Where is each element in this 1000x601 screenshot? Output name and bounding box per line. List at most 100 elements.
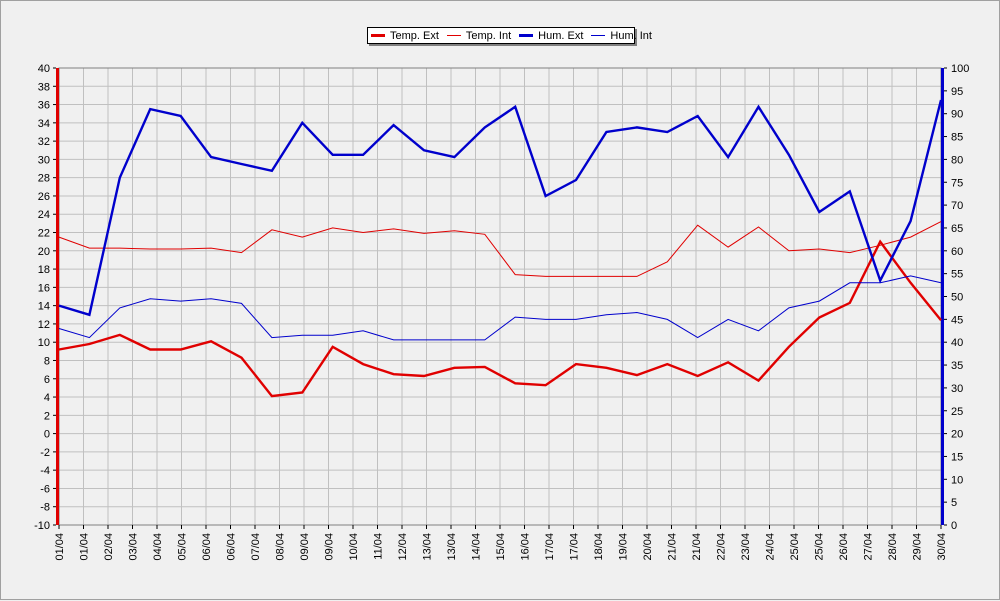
legend-swatch-hum-int [591,35,606,36]
legend-item-temp-ext: Temp. Ext [371,30,439,42]
right-axis-bar [941,68,944,525]
right-axis-ticks: 0 5 10 15 20 25 30 35 40 45 50 55 60 65 70 75 80 85 90 95 10… [944,63,969,532]
right-tick-label: 40 [951,337,963,349]
left-tick-label: 20 [38,246,50,258]
x-tick-label: 26/04 [838,533,850,561]
x-tick-label: 01/04 [54,533,66,561]
right-tick-label: 5 [951,497,957,509]
left-tick-label: -6 [40,483,50,495]
x-tick-label: 05/04 [177,533,189,561]
right-tick-label: 0 [951,520,957,532]
left-tick-label: 6 [44,374,50,386]
x-tick-label: 21/04 [667,533,679,561]
series-lines [58,99,943,398]
right-tick-label: 20 [951,429,963,441]
right-tick-label: 70 [951,200,963,212]
x-tick-label: 17/04 [544,533,556,561]
left-tick-label: 10 [38,337,50,349]
x-tick-label: 14/04 [471,533,483,561]
right-tick-label: 15 [951,451,963,463]
x-tick-label: 06/04 [226,533,238,561]
x-tick-label: 09/04 [324,533,336,561]
legend-item-hum-int: Hum. Int [591,30,652,42]
series-line-temp-int [58,221,942,277]
x-tick-label: 06/04 [201,533,213,561]
x-tick-label: 13/04 [446,533,458,561]
right-tick-label: 90 [951,109,963,121]
right-tick-label: 85 [951,132,963,144]
x-tick-label: 11/04 [373,533,385,560]
legend-label-temp-int: Temp. Int [465,29,512,42]
left-tick-label: 28 [38,173,50,185]
x-tick-label: 28/04 [887,533,899,561]
x-tick-label: 16/04 [520,533,532,561]
x-tick-label: 22/04 [716,533,728,561]
right-tick-label: 45 [951,314,963,326]
left-tick-label: 8 [44,355,50,367]
legend-label-hum-int: Hum. Int [610,29,652,42]
legend-label-hum-ext: Hum. Ext [538,29,584,42]
right-tick-label: 100 [951,63,969,75]
legend-label-temp-ext: Temp. Ext [390,29,439,42]
legend-swatch-temp-ext [371,34,385,37]
x-tick-label: 08/04 [275,533,287,561]
left-tick-label: 34 [38,118,50,130]
left-tick-label: 16 [38,282,50,294]
right-tick-label: 80 [951,154,963,166]
x-tick-label: 23/04 [740,533,752,561]
x-tick-label: 15/04 [495,533,507,561]
left-tick-label: -2 [40,447,50,459]
right-tick-label: 95 [951,86,963,98]
right-tick-label: 60 [951,246,963,258]
x-tick-label: 17/04 [569,533,581,561]
left-tick-label: -4 [40,465,50,477]
x-tick-label: 10/04 [348,533,360,561]
left-tick-label: 22 [38,228,50,240]
left-axis-ticks: -10-8-6-4-202468101214161820222426283032… [34,63,56,532]
x-tick-label: 04/04 [152,533,164,561]
series-line-hum-int [58,275,942,341]
left-tick-label: 0 [44,429,50,441]
x-tick-label: 07/04 [250,533,262,561]
x-tick-label: 30/04 [936,533,948,561]
x-tick-label: 20/04 [642,533,654,561]
legend-item-hum-ext: Hum. Ext [519,30,583,42]
x-tick-label: 19/04 [618,533,630,561]
x-tick-label: 13/04 [422,533,434,561]
left-tick-label: 40 [38,63,50,75]
legend-swatch-temp-int [446,35,461,36]
x-tick-label: 03/04 [128,533,140,561]
axes [56,68,944,525]
x-tick-label: 01/04 [79,533,91,561]
x-tick-label: 25/04 [814,533,826,561]
x-tick-label: 24/04 [765,533,777,561]
left-tick-label: 4 [44,392,50,404]
left-tick-label: 36 [38,100,50,112]
chart-legend: Temp. Ext Temp. Int Hum. Ext Hum. Int [367,27,652,44]
x-tick-label: 02/04 [103,533,115,561]
legend-item-temp-int: Temp. Int [446,29,512,42]
right-tick-label: 65 [951,223,963,235]
left-tick-label: 26 [38,191,50,203]
right-tick-label: 30 [951,383,963,395]
left-tick-label: 30 [38,154,50,166]
x-axis-ticks: 01/04 01/04 02/04 03/04 04/04 05/04 06/04 06/04… [54,525,948,561]
legend-swatch-hum-ext [519,34,534,37]
right-tick-label: 50 [951,292,963,304]
series-line-temp-ext [58,239,942,398]
left-tick-label: 14 [38,301,50,313]
left-tick-label: 18 [38,264,50,276]
left-tick-label: 24 [38,209,50,221]
left-tick-label: 32 [38,136,50,148]
x-tick-label: 29/04 [912,533,924,561]
left-axis-bar [56,68,59,525]
x-tick-label: 25/04 [789,533,801,561]
right-tick-label: 55 [951,269,963,281]
left-tick-label: 38 [38,81,50,93]
right-tick-label: 75 [951,177,963,189]
right-tick-label: 25 [951,406,963,418]
x-tick-label: 09/04 [299,533,311,561]
left-tick-label: 2 [44,410,50,422]
